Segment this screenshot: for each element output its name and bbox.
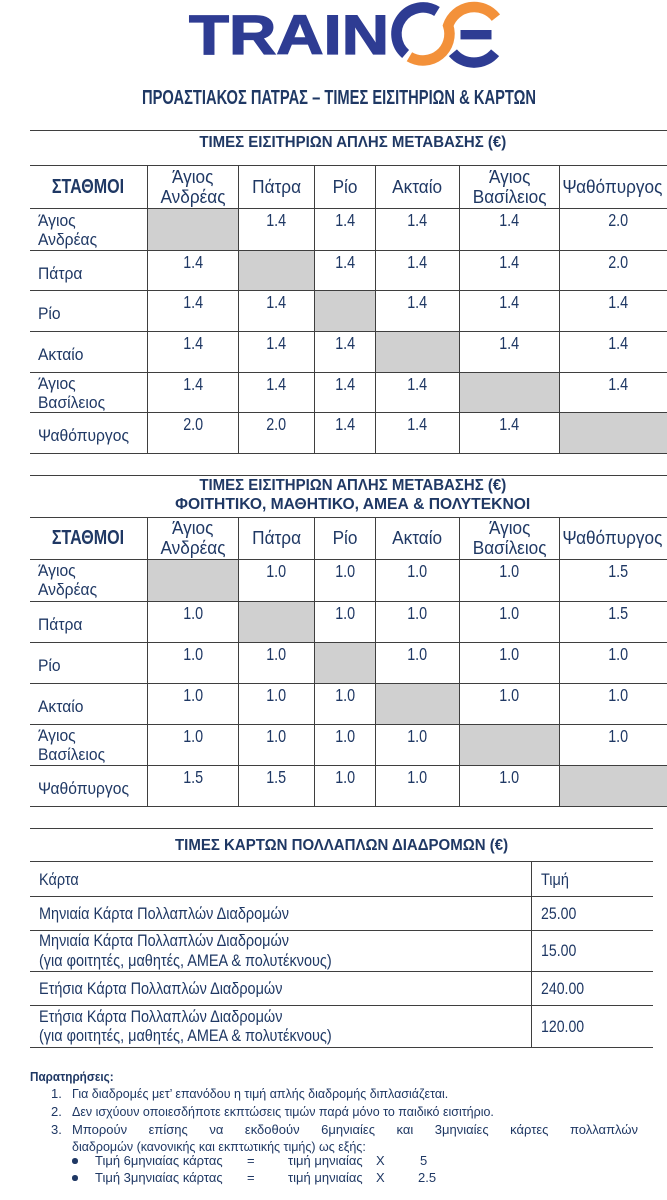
svg-text:TRAIN: TRAIN — [189, 3, 389, 66]
